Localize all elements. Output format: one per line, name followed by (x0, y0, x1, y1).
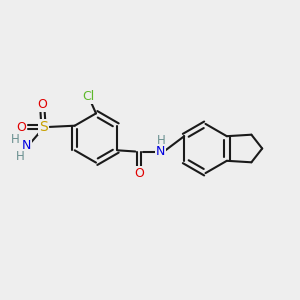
Text: O: O (16, 121, 26, 134)
Text: N: N (22, 139, 32, 152)
Text: H: H (11, 133, 20, 146)
Text: H: H (16, 150, 25, 163)
Text: S: S (39, 120, 48, 134)
Text: O: O (134, 167, 144, 180)
Text: Cl: Cl (82, 90, 94, 104)
Text: H: H (157, 134, 166, 147)
Text: N: N (156, 145, 165, 158)
Text: O: O (38, 98, 47, 112)
